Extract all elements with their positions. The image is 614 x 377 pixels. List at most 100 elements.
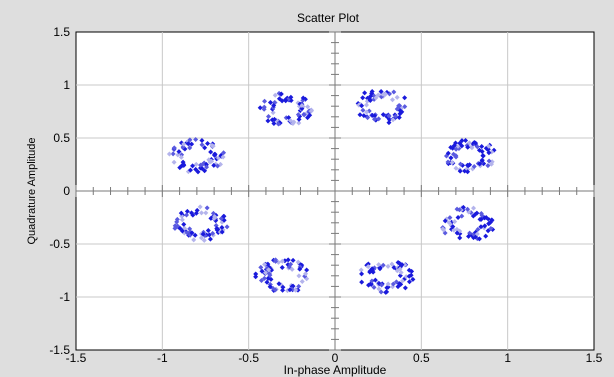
scatter-point <box>176 149 182 155</box>
scatter-point <box>266 271 272 277</box>
scatter-point <box>193 166 199 172</box>
scatter-point <box>463 138 469 144</box>
scatter-point <box>402 104 408 110</box>
scatter-point <box>305 104 311 110</box>
scatter-point <box>171 145 177 151</box>
scatter-point <box>262 261 268 267</box>
scatter-point <box>460 204 466 210</box>
scatter-point <box>445 150 451 156</box>
scatter-point <box>224 224 230 230</box>
scatter-point <box>193 137 199 143</box>
scatter-point <box>211 215 217 221</box>
scatter-point <box>290 257 296 263</box>
scatter-point <box>297 266 303 272</box>
scatter-point <box>458 161 464 167</box>
scatter-point <box>453 165 459 171</box>
scatter-point <box>465 144 471 150</box>
scatter-point <box>399 109 405 115</box>
scatter-point <box>215 226 221 232</box>
x-tick-label: 1.5 <box>586 351 603 365</box>
scatter-point <box>191 237 197 243</box>
scatter-point <box>476 147 482 153</box>
scatter-point <box>363 102 369 108</box>
scatter-point <box>391 264 397 270</box>
scatter-point <box>264 279 270 285</box>
x-tick-label: -0.5 <box>238 351 259 365</box>
scatter-point <box>459 213 465 219</box>
scatter-point <box>199 138 205 144</box>
scatter-point <box>221 213 227 219</box>
scatter-point <box>267 284 273 290</box>
scatter-point <box>391 89 397 95</box>
scatter-point <box>287 287 293 293</box>
scatter-point <box>465 163 471 169</box>
scatter-point <box>266 114 272 120</box>
scatter-point <box>359 279 365 285</box>
scatter-point <box>172 225 178 231</box>
scatter-point <box>279 265 285 271</box>
scatter-point <box>403 274 409 280</box>
scatter-point <box>372 277 378 283</box>
scatter-point <box>220 154 226 160</box>
scatter-point <box>402 95 408 101</box>
scatter-point <box>480 153 486 159</box>
scatter-point <box>258 264 264 270</box>
scatter-point <box>385 281 391 287</box>
scatter-point <box>198 162 204 168</box>
y-tick-label: -1 <box>59 290 70 304</box>
scatter-point <box>465 206 471 212</box>
scatter-point <box>205 228 211 234</box>
scatter-point <box>466 233 472 239</box>
scatter-point <box>479 144 485 150</box>
scatter-point <box>376 286 382 292</box>
scatter-point <box>448 155 454 161</box>
scatter-point <box>293 287 299 293</box>
scatter-point <box>210 230 216 236</box>
scatter-point <box>301 112 307 118</box>
scatter-point <box>219 225 225 231</box>
scatter-point <box>287 117 293 123</box>
scatter-point <box>385 263 391 269</box>
scatter-point <box>375 92 381 98</box>
scatter-point <box>189 210 195 216</box>
scatter-point <box>456 207 462 213</box>
scatter-point <box>378 289 384 295</box>
x-axis-label: In-phase Amplitude <box>284 363 387 377</box>
scatter-point <box>181 162 187 168</box>
scatter-point <box>280 284 286 290</box>
scatter-point <box>192 232 198 238</box>
y-tick-label: 1.5 <box>53 25 70 39</box>
scatter-point <box>261 104 267 110</box>
scatter-point <box>486 150 492 156</box>
scatter-point <box>181 141 187 147</box>
scatter-point <box>296 120 302 126</box>
scatter-point <box>257 105 263 111</box>
scatter-point <box>199 142 205 148</box>
scatter-point <box>390 281 396 287</box>
scatter-point <box>389 261 395 267</box>
scatter-point <box>482 223 488 229</box>
scatter-point <box>358 267 364 273</box>
scatter-point <box>399 262 405 268</box>
scatter-point <box>406 273 412 279</box>
scatter-point <box>445 159 451 165</box>
scatter-point <box>185 141 191 147</box>
scatter-point <box>276 281 282 287</box>
scatter-point <box>366 282 372 288</box>
scatter-point <box>394 268 400 274</box>
scatter-point <box>219 229 225 235</box>
scatter-point <box>265 261 271 267</box>
scatter-point <box>399 278 405 284</box>
scatter-point <box>279 258 285 264</box>
scatter-point <box>378 89 384 95</box>
y-tick-label: -1.5 <box>49 343 70 357</box>
scatter-point <box>409 268 415 274</box>
scatter-point <box>383 91 389 97</box>
scatter-point <box>179 217 185 223</box>
scatter-point <box>483 233 489 239</box>
scatter-point <box>265 118 271 124</box>
scatter-point <box>179 213 185 219</box>
scatter-point <box>386 113 392 119</box>
scatter-point <box>478 224 484 230</box>
